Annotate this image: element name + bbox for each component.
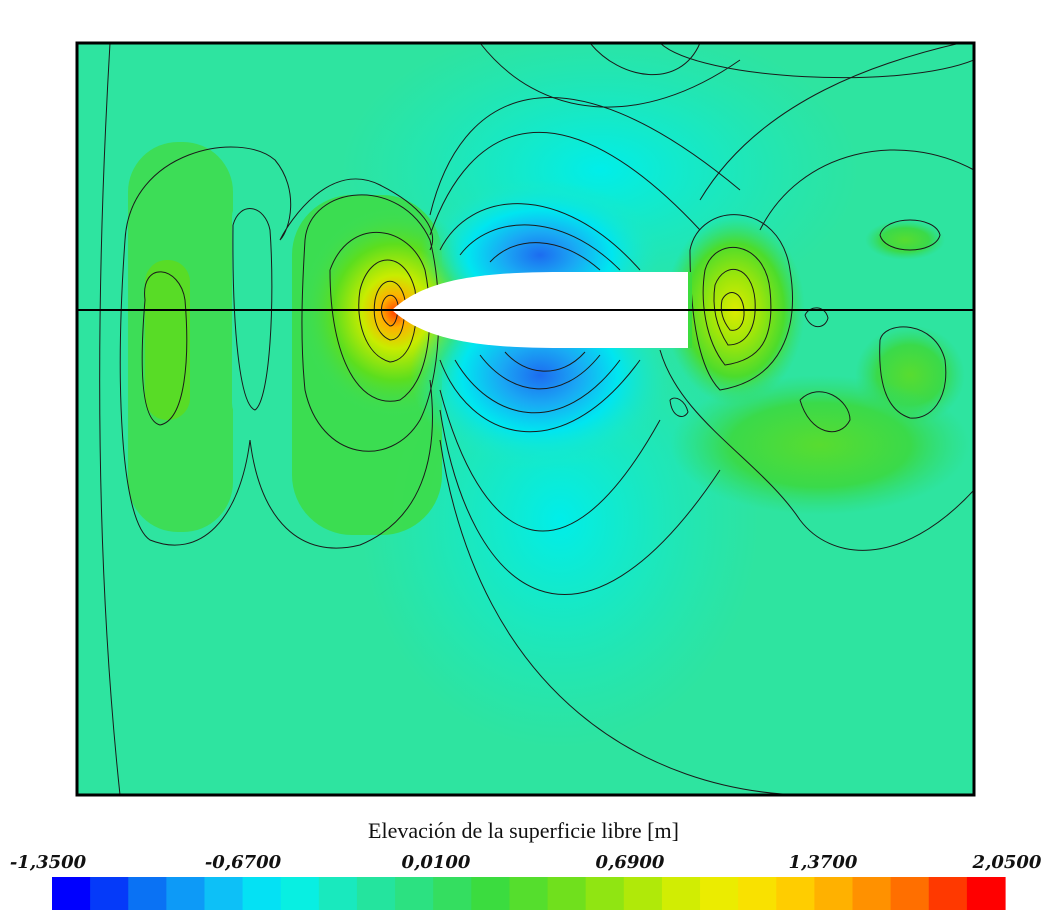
colorbar-title: Elevación de la superficie libre [m] <box>368 818 679 843</box>
colorbar-swatch <box>585 877 625 910</box>
colorbar-swatch <box>52 877 91 910</box>
colorbar-swatch <box>433 877 472 910</box>
colorbar-swatch <box>776 877 815 910</box>
colorbar-swatch <box>204 877 244 910</box>
plot-frame <box>75 41 976 797</box>
wake-green-2 <box>865 220 945 260</box>
colorbar-swatch <box>890 877 930 910</box>
colorbar-swatch <box>852 877 892 910</box>
wake-green-3 <box>670 375 970 515</box>
band-green-2 <box>145 260 190 420</box>
colorbar-swatch <box>90 877 129 910</box>
colorbar-tick-0: -1,3500 <box>9 852 87 873</box>
colorbar-swatch <box>242 877 282 910</box>
colorbar-swatch <box>623 877 663 910</box>
colorbar-swatch <box>166 877 206 910</box>
colorbar-tick-5: 2,0500 <box>972 852 1042 873</box>
colorbar-tick-3: 0,6900 <box>595 852 665 873</box>
colorbar-swatch <box>318 877 358 910</box>
colorbar-swatch <box>928 877 968 910</box>
colorbar-swatch <box>128 877 167 910</box>
colorbar-swatch <box>356 877 396 910</box>
colorbar-swatch <box>547 877 587 910</box>
colorbar-swatch <box>471 877 511 910</box>
colorbar-swatch <box>661 877 701 910</box>
colorbar-swatch <box>738 877 777 910</box>
colorbar-tick-2: 0,0100 <box>401 852 471 873</box>
colorbar-swatch <box>966 877 1006 910</box>
colorbar-swatch <box>509 877 549 910</box>
contour-lines <box>99 43 974 795</box>
colorbar-swatch <box>814 877 854 910</box>
colorbar <box>52 877 1006 910</box>
colorbar-swatch <box>280 877 320 910</box>
colorbar-swatch <box>700 877 739 910</box>
colorbar-tick-1: -0,6700 <box>204 852 282 873</box>
colorbar-tick-4: 1,3700 <box>788 852 858 873</box>
colorbar-swatch <box>395 877 434 910</box>
